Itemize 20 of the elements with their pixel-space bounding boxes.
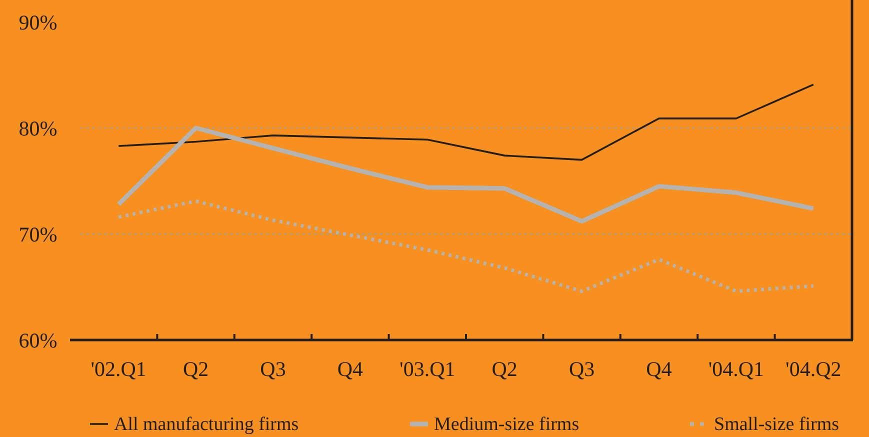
x-tick-label: Q3 xyxy=(260,357,286,381)
x-tick-label: Q3 xyxy=(568,357,595,381)
x-tick-label: Q4 xyxy=(337,357,364,381)
x-tick-label: '04.Q1 xyxy=(708,357,764,381)
line-series xyxy=(116,199,816,293)
line-series xyxy=(116,126,816,224)
y-tick-label: 90% xyxy=(18,10,58,34)
x-tick-label: '03.Q1 xyxy=(400,357,456,381)
line-series xyxy=(118,84,814,161)
y-tick-label: 70% xyxy=(18,222,58,246)
legend-label: Small-size firms xyxy=(714,414,840,435)
legend-label: Medium-size firms xyxy=(434,414,580,435)
x-tick-label: '04.Q2 xyxy=(786,357,842,381)
y-tick-label: 60% xyxy=(18,328,58,352)
x-tick-label: '02.Q1 xyxy=(90,357,146,381)
x-tick-label: Q2 xyxy=(182,357,209,381)
y-tick-label: 80% xyxy=(18,116,58,140)
x-tick-label: Q2 xyxy=(492,357,518,381)
legend-label: All manufacturing firms xyxy=(114,414,299,435)
x-tick-label: Q4 xyxy=(646,357,672,381)
